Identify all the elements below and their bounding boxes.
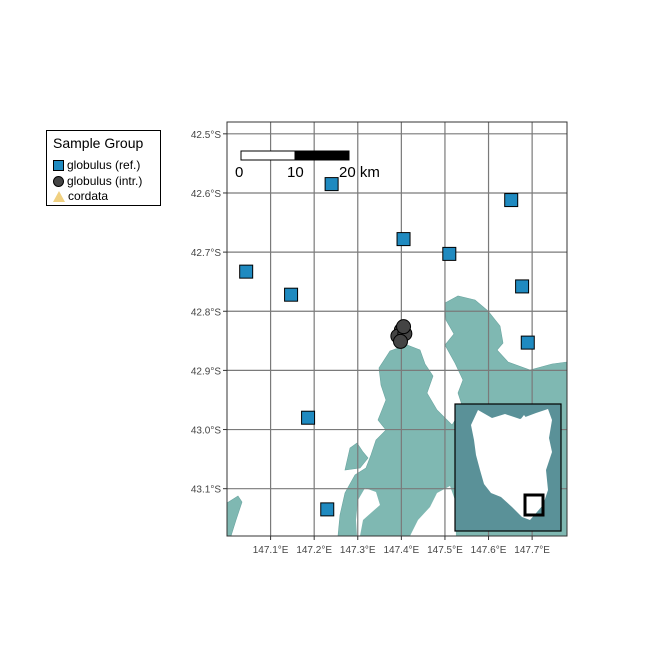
sample-point-globulus-ref (284, 287, 299, 302)
lon-tick-label: 147.6°E (471, 545, 507, 556)
lon-tick-label: 147.4°E (384, 545, 420, 556)
lat-tick-label: 42.9°S (191, 366, 221, 377)
lat-tick-label: 42.5°S (191, 130, 221, 141)
scale-label-10: 10 (287, 164, 304, 181)
lon-tick-label: 147.7°E (514, 545, 550, 556)
inset-location-box (523, 493, 545, 517)
sample-point-globulus-ref (239, 264, 254, 279)
sample-points (239, 177, 535, 517)
lat-tick-label: 42.8°S (191, 307, 221, 318)
inset-tasmania-outline (471, 409, 552, 520)
latitude-axis: 42.5°S 42.6°S 42.7°S 42.8°S 42.9°S 43.0°S 43.1… (191, 130, 227, 496)
sample-point-globulus-intr (392, 333, 408, 349)
scale-label-20km: 20 km (339, 164, 380, 181)
inset-map (454, 403, 562, 532)
lat-tick-label: 42.7°S (191, 248, 221, 259)
sample-point-globulus-ref (320, 502, 335, 517)
legend-item-label: globulus (ref.) (67, 158, 141, 172)
triangle-marker-icon (53, 190, 65, 202)
sample-point-globulus-ref (520, 335, 535, 350)
scale-bar-white-segment (240, 150, 296, 161)
lon-tick-label: 147.5°E (427, 545, 463, 556)
land-island-west (227, 495, 243, 536)
lat-tick-label: 43.0°S (191, 426, 221, 437)
circle-marker-icon (53, 175, 64, 187)
longitude-axis: 147.1°E 147.2°E 147.3°E 147.4°E 147.5°E 147.6… (253, 536, 550, 556)
sample-point-globulus-ref (396, 232, 411, 247)
lon-tick-label: 147.1°E (253, 545, 289, 556)
scale-label-0: 0 (235, 164, 243, 181)
scale-bar: 0 10 20 km (235, 150, 380, 181)
sample-point-globulus-ref (504, 193, 519, 208)
inset-island (520, 415, 528, 424)
land-spit (344, 442, 369, 471)
gridlines (227, 122, 567, 536)
legend: Sample Group globulus (ref.) globulus (i… (46, 130, 161, 206)
lon-tick-label: 147.2°E (296, 545, 332, 556)
lat-tick-label: 42.6°S (191, 189, 221, 200)
lon-tick-label: 147.3°E (340, 545, 376, 556)
map-panel-border (226, 121, 568, 537)
scale-bar-black-segment (294, 150, 350, 161)
lat-tick-label: 43.1°S (191, 485, 221, 496)
legend-item-cordata: cordata (53, 189, 108, 203)
sample-point-globulus-ref (324, 177, 339, 192)
legend-item-label: globulus (intr.) (67, 174, 143, 188)
square-marker-icon (53, 159, 64, 171)
legend-item-label: cordata (68, 189, 109, 203)
sample-point-globulus-intr (396, 319, 412, 335)
water-inlet-1 (356, 488, 380, 536)
sample-point-globulus-ref (442, 246, 457, 261)
sample-point-globulus-ref (301, 410, 316, 425)
legend-title: Sample Group (53, 135, 144, 151)
legend-item-globulus-ref: globulus (ref.) (53, 158, 140, 172)
sample-point-globulus-ref (515, 279, 530, 294)
legend-item-globulus-intr: globulus (intr.) (53, 174, 142, 188)
